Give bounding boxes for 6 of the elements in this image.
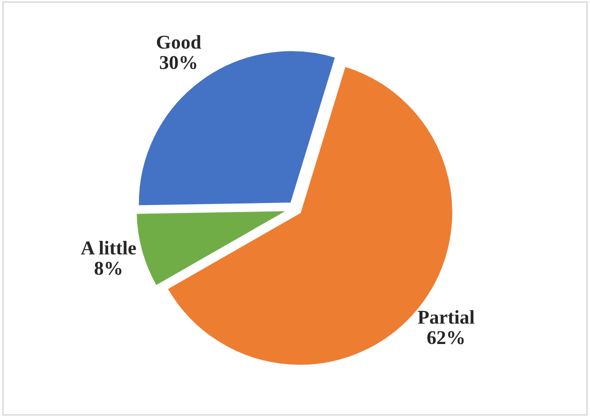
slice-label: A little [80,240,136,255]
data-label: 8% [94,262,122,275]
data-label: 30% [160,56,196,70]
slice-label: Partial [418,310,474,324]
data-label: 62% [427,331,464,344]
slice-label: Good [156,35,202,49]
